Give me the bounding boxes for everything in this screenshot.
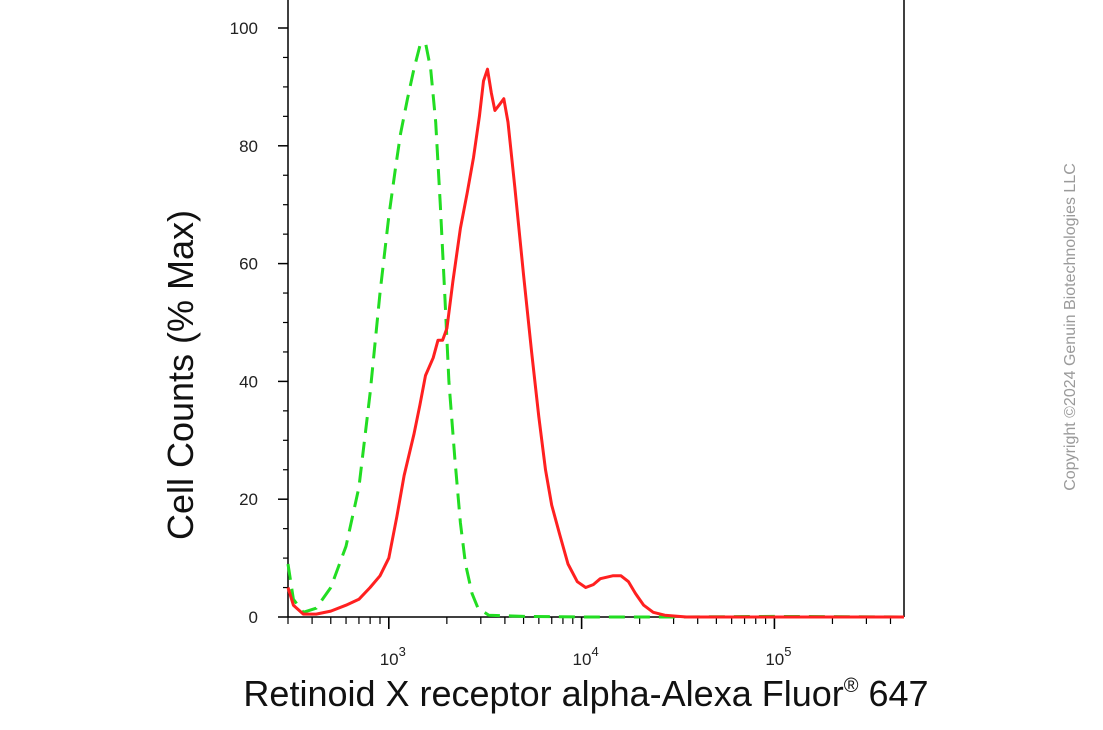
y-tick-label: 20	[239, 490, 258, 509]
x-axis-title-suffix: 647	[858, 673, 928, 714]
copyright-watermark: Copyright ©2024 Genuin Biotechnologies L…	[1062, 163, 1079, 491]
series-layer	[286, 41, 905, 619]
y-tick-label: 60	[239, 255, 258, 274]
x-axis-title-text: Retinoid X receptor alpha-Alexa Fluor	[243, 673, 843, 714]
x-axis-title-registered-mark: ®	[844, 675, 859, 697]
x-tick-label: 103	[380, 644, 406, 669]
y-tick-label: 40	[239, 372, 258, 391]
plot-frame	[287, 0, 905, 618]
series-line-2	[286, 67, 904, 619]
y-tick-label: 100	[230, 19, 258, 38]
series-line-1	[286, 41, 905, 619]
x-tick-label: 104	[573, 644, 599, 669]
x-tick-label: 105	[765, 644, 791, 669]
x-axis-title: Retinoid X receptor alpha-Alexa Fluor® 6…	[243, 673, 928, 714]
y-axis-ticks: 0 20 40 60 80 100	[230, 19, 288, 627]
y-tick-label: 0	[249, 608, 258, 627]
y-tick-label: 80	[239, 137, 258, 156]
y-axis-title: Cell Counts (% Max)	[160, 210, 201, 540]
x-axis-ticks: 103 104 105	[287, 617, 892, 669]
